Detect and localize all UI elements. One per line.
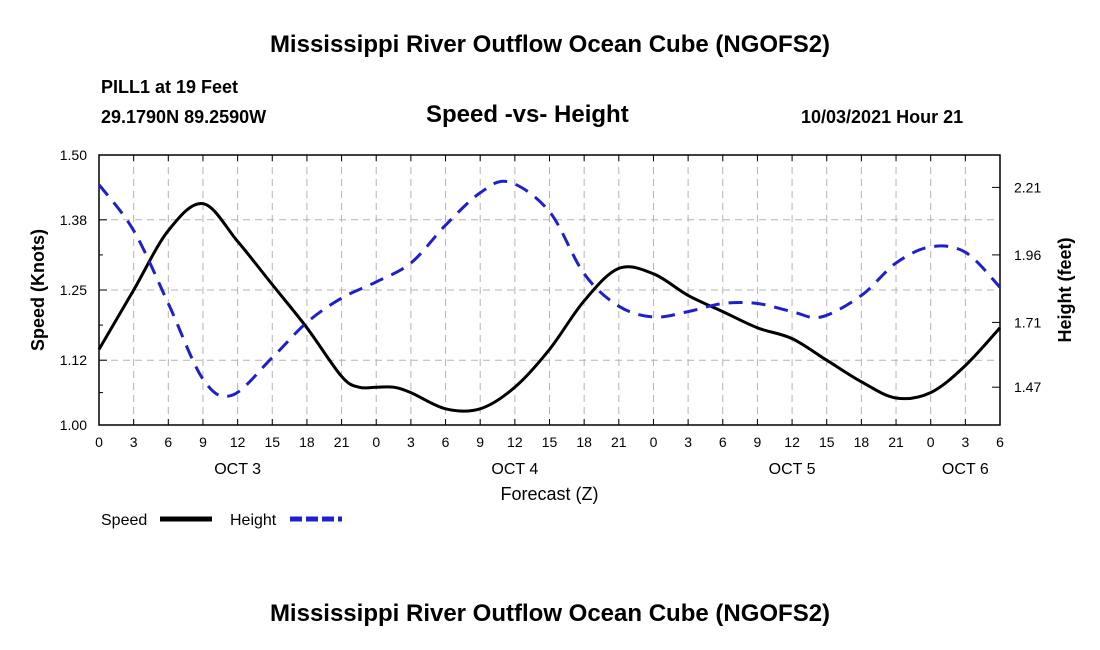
x-tick-label: 9 (476, 434, 484, 450)
x-axis-title: Forecast (Z) (500, 484, 598, 504)
x-tick-label: 6 (996, 434, 1004, 450)
x-tick-label: 12 (507, 434, 523, 450)
legend-label-speed: Speed (101, 512, 147, 529)
x-tick-label: 9 (199, 434, 207, 450)
x-tick-label: 15 (264, 434, 280, 450)
x-tick-label: 18 (576, 434, 592, 450)
y-axis-title: Speed (Knots) (28, 229, 48, 351)
x-tick-label: 0 (372, 434, 380, 450)
page-title-top: Mississippi River Outflow Ocean Cube (NG… (269, 31, 831, 58)
x-day-label: OCT 6 (942, 461, 989, 478)
series-line-speed (97, 202, 1002, 413)
x-day-label: OCT 3 (214, 461, 261, 478)
station-label: PILL1 at 19 Feet (101, 77, 239, 97)
x-tick-label: 9 (754, 434, 762, 450)
series-line-height (97, 179, 1002, 398)
x-tick-label: 3 (961, 434, 969, 450)
plot-frame (98, 154, 1001, 426)
y-tick-label: 1.00 (60, 417, 87, 433)
x-tick-label: 3 (684, 434, 692, 450)
x-tick-label: 0 (95, 434, 103, 450)
x-tick-label: 12 (230, 434, 246, 450)
x-tick-label: 6 (719, 434, 727, 450)
legend-label-height: Height (230, 512, 277, 529)
y2-tick-label: 1.47 (1014, 379, 1041, 395)
x-tick-label: 0 (650, 434, 658, 450)
y2-tick-label: 2.21 (1014, 179, 1041, 195)
x-tick-label: 15 (542, 434, 558, 450)
coords-label: 29.1790N 89.2590W (101, 107, 267, 127)
y-tick-label: 1.50 (60, 147, 87, 163)
chart-subtitle: Speed -vs- Height (426, 101, 629, 128)
x-tick-label: 15 (819, 434, 835, 450)
x-tick-label: 18 (299, 434, 315, 450)
x-tick-label: 21 (334, 434, 350, 450)
x-tick-label: 12 (784, 434, 800, 450)
x-tick-label: 21 (611, 434, 627, 450)
y-tick-label: 1.25 (60, 282, 87, 298)
x-day-label: OCT 5 (769, 461, 816, 478)
y2-tick-label: 1.71 (1014, 314, 1041, 330)
page-title-bottom: Mississippi River Outflow Ocean Cube (NG… (269, 600, 831, 627)
x-tick-label: 6 (442, 434, 450, 450)
x-tick-label: 6 (164, 434, 172, 450)
x-tick-label: 3 (407, 434, 415, 450)
y2-axis-title: Height (feet) (1055, 238, 1075, 343)
x-tick-label: 18 (854, 434, 870, 450)
y2-tick-label: 1.96 (1014, 247, 1041, 263)
datetime-label: 10/03/2021 Hour 21 (801, 107, 964, 127)
x-day-label: OCT 4 (491, 461, 538, 478)
x-tick-label: 0 (927, 434, 935, 450)
x-tick-label: 3 (130, 434, 138, 450)
y-tick-label: 1.38 (60, 212, 87, 228)
y-tick-label: 1.12 (60, 352, 87, 368)
x-tick-label: 21 (888, 434, 904, 450)
